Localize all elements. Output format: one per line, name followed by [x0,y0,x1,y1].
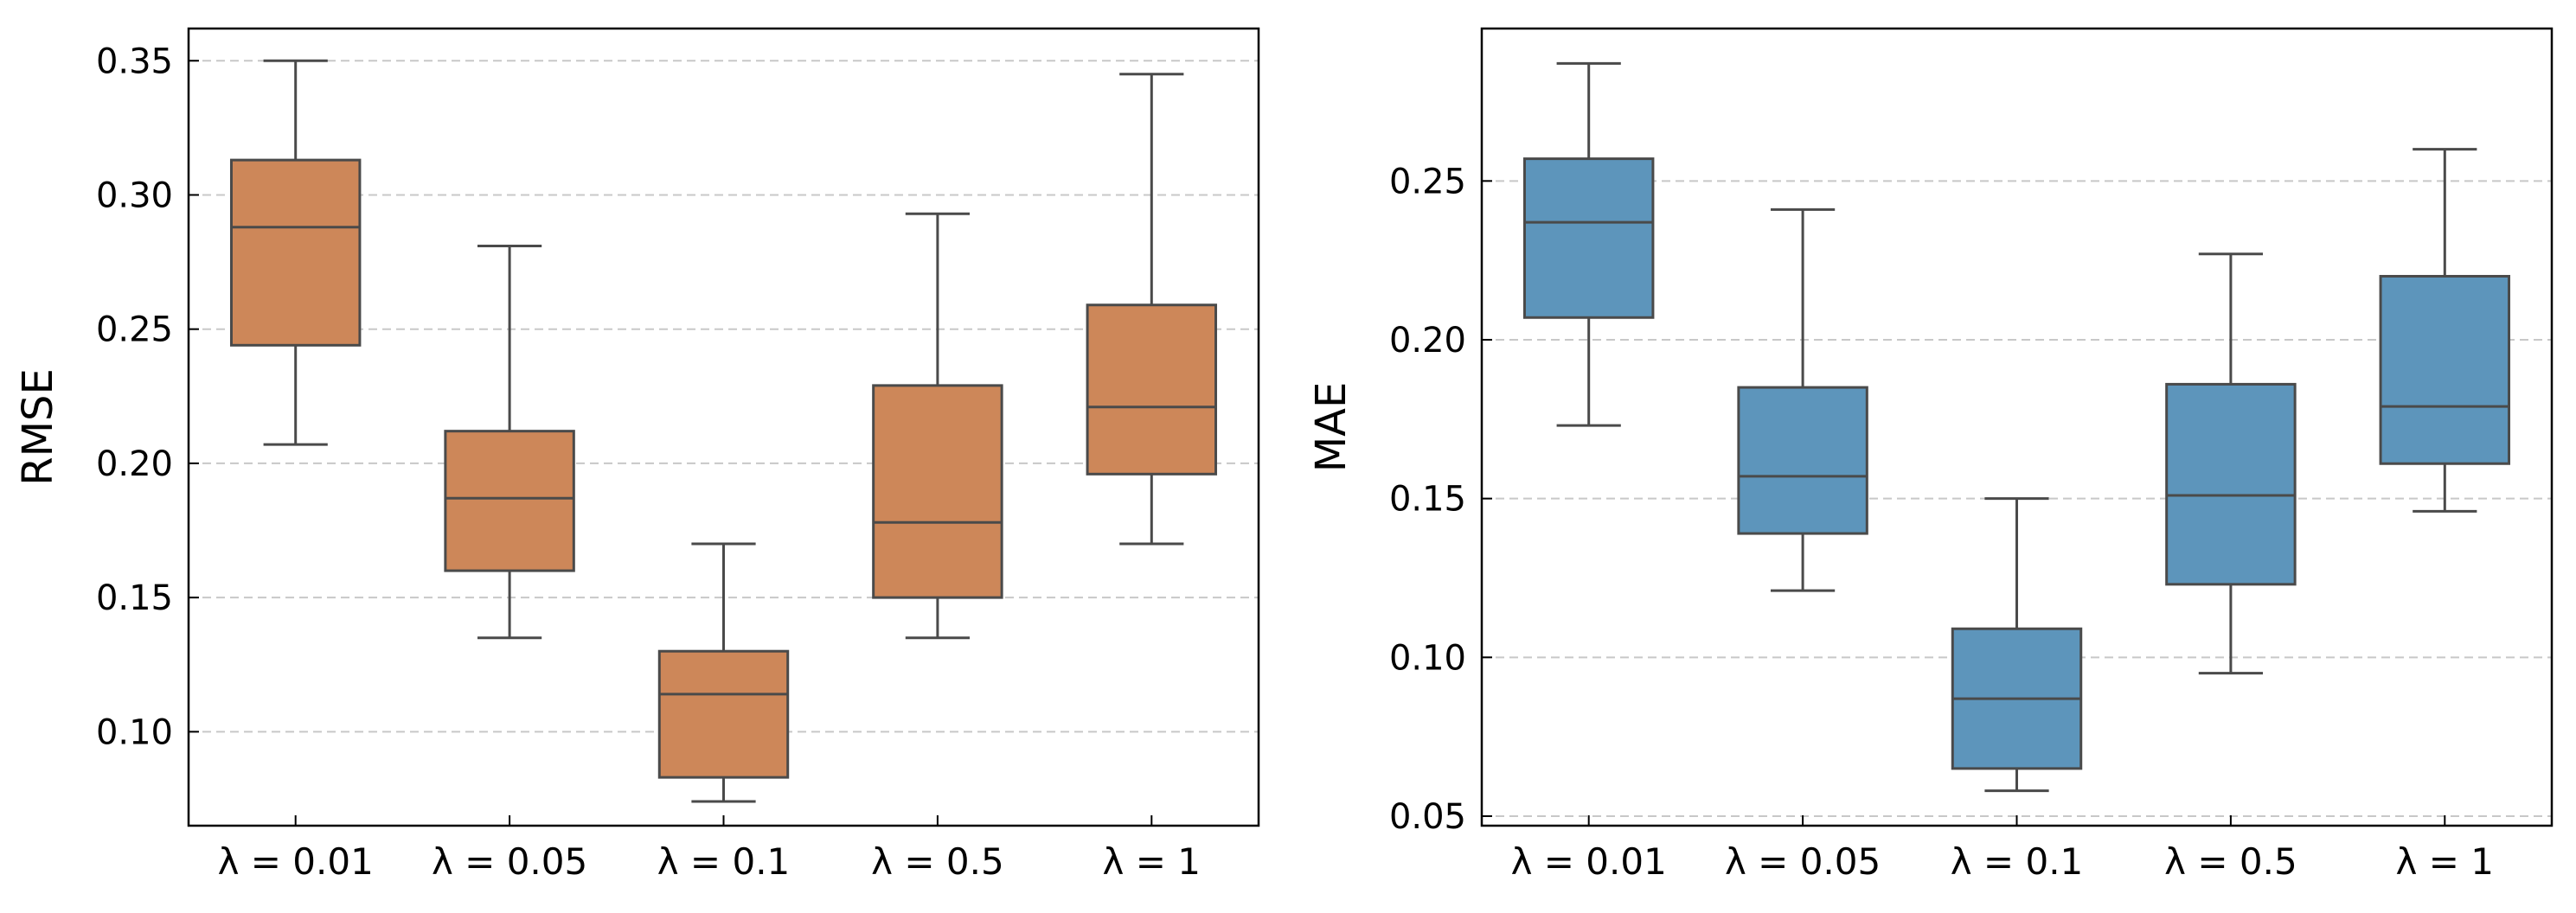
x-tick-label: λ = 0.05 [432,840,587,883]
box-0-0 [229,59,362,446]
box-0-3 [872,212,1003,640]
iqr-box [229,158,362,347]
x-tick-label: λ = 0.05 [1725,840,1881,883]
iqr-box [444,430,575,572]
iqr-box [1737,386,1868,535]
y-tick-label: 0.10 [96,712,173,752]
box-0-4 [1086,73,1218,546]
y-tick-label: 0.15 [1389,480,1466,520]
box-1-4 [2379,148,2511,513]
iqr-box [657,649,790,779]
y-tick-label: 0.05 [1389,797,1466,837]
x-tick-label: λ = 0.01 [1511,840,1667,883]
y-axis-label: RMSE [14,368,62,486]
x-tick-label: λ = 1 [1103,840,1201,883]
mae-panel: 0.05 0.10 0.15 0.20 0.25 λ = 0.01 λ = 0.05 λ = … [1307,27,2554,883]
box-1-0 [1522,61,1655,427]
iqr-box [2379,275,2511,465]
y-tick-label: 0.20 [96,444,173,484]
iqr-box [1086,303,1218,476]
box-0-1 [444,244,575,640]
box-0-2 [657,542,790,803]
iqr-box [2165,382,2297,586]
axes-frame [187,27,1260,827]
box-1-2 [1951,497,2083,793]
y-tick-label: 0.30 [96,176,173,215]
x-tick-label: λ = 0.5 [871,840,1004,883]
rmse-panel: 0.10 0.15 0.20 0.25 0.30 0.35 λ = 0.01 λ = 0.05… [14,27,1260,883]
iqr-box [1522,157,1655,319]
box-1-1 [1737,208,1868,592]
y-axis-label: MAE [1307,382,1355,473]
x-tick-label: λ = 0.1 [657,840,791,883]
y-tick-label: 0.25 [1389,162,1466,201]
y-tick-label: 0.35 [96,42,173,81]
y-tick-label: 0.20 [1389,321,1466,361]
x-tick-label: λ = 1 [2396,840,2494,883]
iqr-box [872,384,1003,599]
x-tick-label: λ = 0.1 [1951,840,2084,883]
y-tick-label: 0.15 [96,578,173,618]
box-1-3 [2165,252,2297,675]
y-tick-label: 0.10 [1389,638,1466,678]
x-tick-label: λ = 0.5 [2164,840,2297,883]
y-tick-label: 0.25 [96,310,173,350]
axes-frame [1480,27,2554,827]
x-tick-label: λ = 0.01 [218,840,374,883]
